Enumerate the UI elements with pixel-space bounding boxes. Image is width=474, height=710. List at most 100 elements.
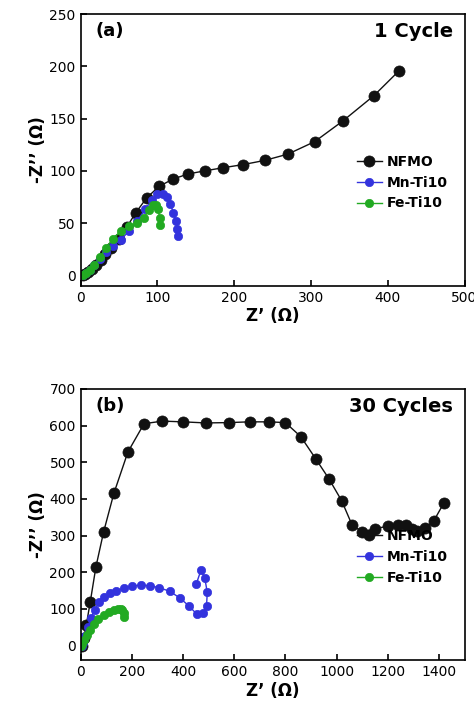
- Mn-Ti10: [164, 192, 169, 201]
- Mn-Ti10: [204, 588, 210, 596]
- NFMO: [441, 498, 447, 507]
- Fe-Ti10: [118, 605, 123, 613]
- NFMO: [359, 528, 365, 536]
- NFMO: [109, 244, 114, 252]
- NFMO: [124, 223, 129, 231]
- Mn-Ti10: [200, 609, 206, 618]
- NFMO: [312, 137, 318, 146]
- NFMO: [431, 517, 437, 525]
- NFMO: [93, 261, 99, 269]
- Mn-Ti10: [142, 205, 148, 214]
- Fe-Ti10: [91, 261, 97, 269]
- NFMO: [395, 520, 401, 529]
- Fe-Ti10: [157, 214, 163, 222]
- Fe-Ti10: [155, 205, 161, 214]
- NFMO: [85, 268, 91, 276]
- NFMO: [125, 448, 131, 457]
- Line: Mn-Ti10: Mn-Ti10: [79, 190, 182, 280]
- Fe-Ti10: [80, 271, 86, 280]
- Text: (b): (b): [96, 397, 125, 415]
- Mn-Ti10: [82, 632, 88, 640]
- NFMO: [80, 271, 86, 280]
- NFMO: [409, 525, 415, 533]
- Mn-Ti10: [171, 208, 176, 217]
- NFMO: [339, 496, 345, 505]
- Text: 30 Cycles: 30 Cycles: [349, 397, 453, 416]
- Fe-Ti10: [91, 620, 97, 628]
- Mn-Ti10: [118, 236, 123, 244]
- NFMO: [102, 250, 108, 258]
- NFMO: [385, 522, 391, 530]
- Mn-Ti10: [101, 593, 107, 601]
- Fe-Ti10: [153, 201, 159, 209]
- NFMO: [262, 156, 268, 165]
- Mn-Ti10: [110, 241, 116, 250]
- Mn-Ti10: [160, 190, 165, 198]
- Line: Fe-Ti10: Fe-Ti10: [77, 605, 128, 650]
- NFMO: [185, 170, 191, 178]
- Mn-Ti10: [156, 584, 162, 592]
- NFMO: [349, 520, 355, 529]
- Line: NFMO: NFMO: [77, 65, 405, 280]
- Y-axis label: -Z’’ (Ω): -Z’’ (Ω): [28, 491, 46, 558]
- Fe-Ti10: [150, 201, 155, 209]
- Mn-Ti10: [107, 589, 113, 597]
- Fe-Ti10: [134, 219, 139, 227]
- Mn-Ti10: [83, 269, 89, 278]
- Mn-Ti10: [79, 641, 85, 650]
- NFMO: [144, 194, 149, 202]
- NFMO: [202, 167, 208, 175]
- NFMO: [340, 116, 346, 125]
- Fe-Ti10: [146, 206, 152, 214]
- Mn-Ti10: [167, 587, 173, 596]
- Mn-Ti10: [91, 261, 97, 269]
- Mn-Ti10: [85, 623, 91, 631]
- Mn-Ti10: [174, 225, 180, 234]
- Fe-Ti10: [111, 606, 117, 614]
- Mn-Ti10: [80, 638, 86, 647]
- NFMO: [111, 489, 117, 498]
- Mn-Ti10: [80, 271, 86, 280]
- Fe-Ti10: [110, 234, 116, 243]
- Fe-Ti10: [82, 636, 87, 645]
- Mn-Ti10: [194, 610, 200, 618]
- Mn-Ti10: [135, 217, 140, 225]
- Mn-Ti10: [97, 254, 103, 263]
- Mn-Ti10: [121, 584, 127, 592]
- Mn-Ti10: [92, 606, 98, 614]
- Fe-Ti10: [106, 607, 112, 616]
- NFMO: [326, 474, 332, 483]
- Fe-Ti10: [115, 605, 120, 613]
- Fe-Ti10: [87, 266, 92, 274]
- X-axis label: Z’ (Ω): Z’ (Ω): [246, 307, 299, 325]
- Fe-Ti10: [96, 615, 101, 623]
- Mn-Ti10: [193, 580, 199, 589]
- NFMO: [226, 418, 232, 427]
- NFMO: [371, 92, 377, 100]
- X-axis label: Z’ (Ω): Z’ (Ω): [246, 682, 299, 700]
- Mn-Ti10: [126, 227, 132, 236]
- NFMO: [93, 562, 99, 571]
- NFMO: [203, 419, 209, 427]
- Mn-Ti10: [138, 581, 144, 589]
- Mn-Ti10: [186, 602, 192, 611]
- Mn-Ti10: [96, 598, 102, 606]
- NFMO: [372, 525, 378, 533]
- Fe-Ti10: [119, 606, 125, 615]
- NFMO: [283, 418, 288, 427]
- Fe-Ti10: [126, 222, 132, 231]
- Fe-Ti10: [84, 631, 90, 640]
- NFMO: [82, 270, 88, 278]
- NFMO: [141, 420, 147, 428]
- Fe-Ti10: [103, 244, 109, 252]
- Mn-Ti10: [202, 574, 208, 582]
- NFMO: [220, 163, 226, 172]
- Mn-Ti10: [103, 248, 109, 256]
- NFMO: [403, 521, 409, 530]
- NFMO: [180, 417, 186, 426]
- Legend: NFMO, Mn-Ti10, Fe-Ti10: NFMO, Mn-Ti10, Fe-Ti10: [351, 149, 454, 216]
- NFMO: [160, 417, 165, 425]
- NFMO: [298, 432, 303, 441]
- NFMO: [240, 160, 246, 169]
- NFMO: [83, 621, 89, 630]
